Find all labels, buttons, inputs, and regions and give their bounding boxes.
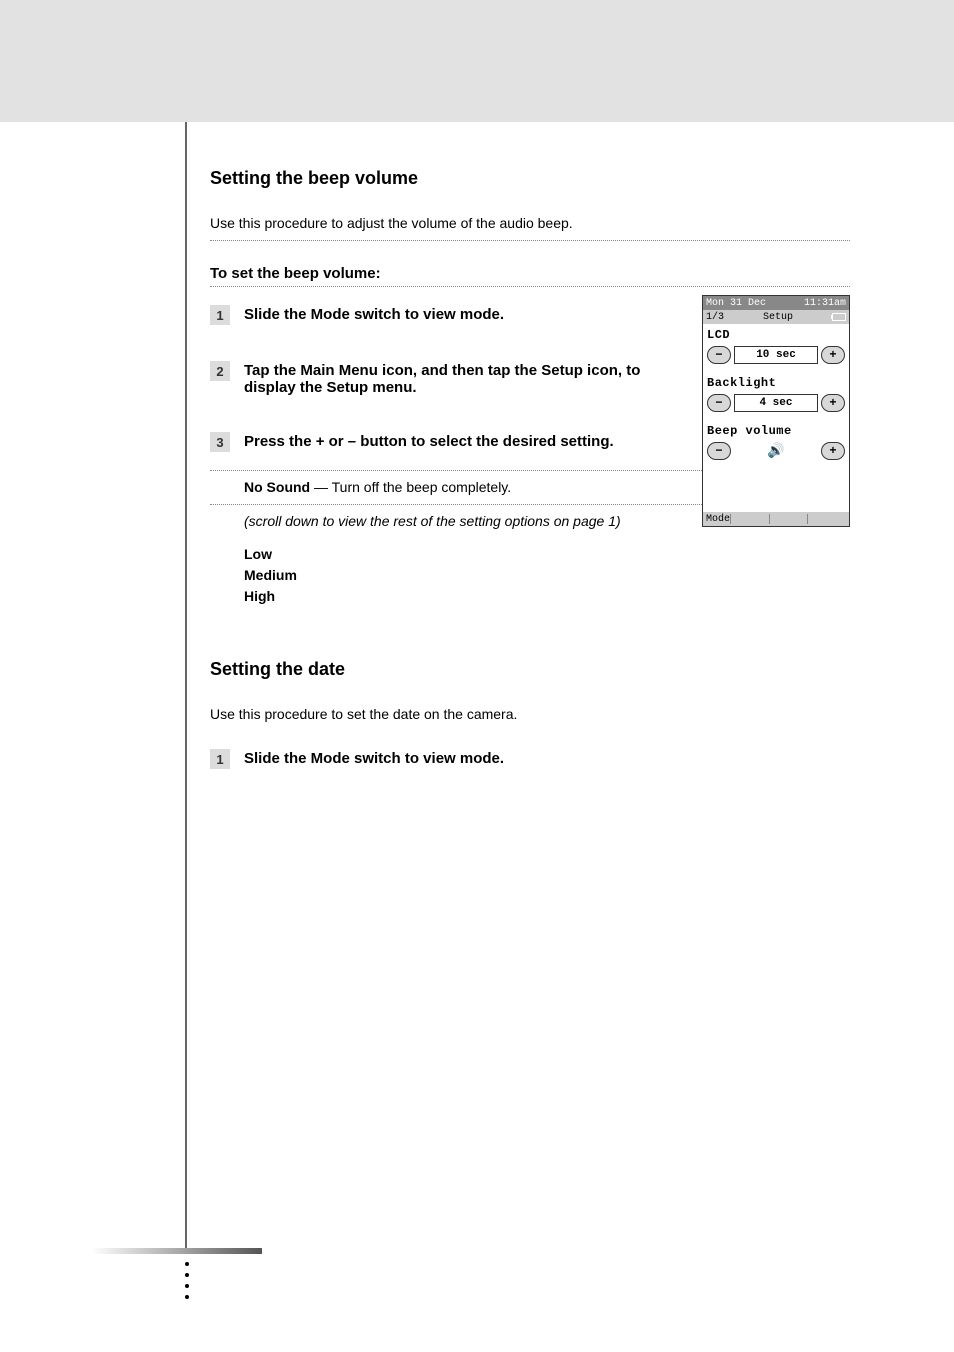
lcd-title-bar: 1/3 Setup xyxy=(703,310,849,324)
lcd-row-control: − 10 sec + xyxy=(703,344,849,372)
section-heading: Setting the beep volume xyxy=(210,122,850,207)
step-text: Slide the Mode switch to view mode. xyxy=(244,305,504,323)
margin-rule xyxy=(185,122,187,1252)
plus-button[interactable]: + xyxy=(821,346,845,364)
step-text: Slide the Mode switch to view mode. xyxy=(244,749,504,767)
minus-button[interactable]: − xyxy=(707,442,731,460)
lcd-title: Setup xyxy=(763,312,793,323)
lcd-mockup: Mon 31 Dec 11:31am 1/3 Setup LCD − 10 se… xyxy=(702,295,850,527)
lcd-status-bar: Mon 31 Dec 11:31am xyxy=(703,296,849,310)
lcd-value: 10 sec xyxy=(734,346,818,364)
step-number: 1 xyxy=(210,305,230,325)
battery-icon xyxy=(832,313,846,321)
lcd-row-control: − 4 sec + xyxy=(703,392,849,420)
setting-name: Low xyxy=(244,546,272,562)
step-text: Press the + or – button to select the de… xyxy=(244,432,614,450)
procedure-lead: To set the beep volume: xyxy=(210,241,850,286)
plus-button[interactable]: + xyxy=(821,442,845,460)
footer-dots xyxy=(185,1255,189,1306)
setting-name: Medium xyxy=(244,567,297,583)
main-content: Setting the beep volume Use this procedu… xyxy=(210,122,850,787)
minus-button[interactable]: − xyxy=(707,346,731,364)
footer-fade xyxy=(91,1248,262,1254)
setting-name: High xyxy=(244,588,275,604)
section-intro: Use this procedure to adjust the volume … xyxy=(210,207,850,240)
lcd-date: Mon 31 Dec xyxy=(706,298,766,309)
header-band xyxy=(0,0,954,122)
lcd-row-label: Beep volume xyxy=(703,420,849,440)
lcd-page: 1/3 xyxy=(706,312,724,323)
minus-button[interactable]: − xyxy=(707,394,731,412)
setting-desc: Turn off the beep completely. xyxy=(332,479,512,495)
step-number: 3 xyxy=(210,432,230,452)
lcd-row-label: Backlight xyxy=(703,372,849,392)
setting-name: No Sound xyxy=(244,479,310,495)
section-heading: Setting the date xyxy=(210,613,850,698)
lcd-value: 4 sec xyxy=(734,394,818,412)
lcd-footer-label: Mode xyxy=(706,514,730,525)
step-text: Tap the Main Menu icon, and then tap the… xyxy=(244,361,674,396)
step-1: 1 Slide the Mode switch to view mode. xyxy=(210,731,850,787)
lcd-footer: Mode xyxy=(703,512,849,526)
step-number: 2 xyxy=(210,361,230,381)
section-intro: Use this procedure to set the date on th… xyxy=(210,698,850,731)
lcd-row-control: − 🔊 + xyxy=(703,440,849,468)
lcd-time: 11:31am xyxy=(804,298,846,309)
step-number: 1 xyxy=(210,749,230,769)
speaker-icon: 🔊 xyxy=(734,443,818,460)
plus-button[interactable]: + xyxy=(821,394,845,412)
steps-block: 1 Slide the Mode switch to view mode. 2 … xyxy=(210,287,850,470)
lcd-row-label: LCD xyxy=(703,324,849,344)
